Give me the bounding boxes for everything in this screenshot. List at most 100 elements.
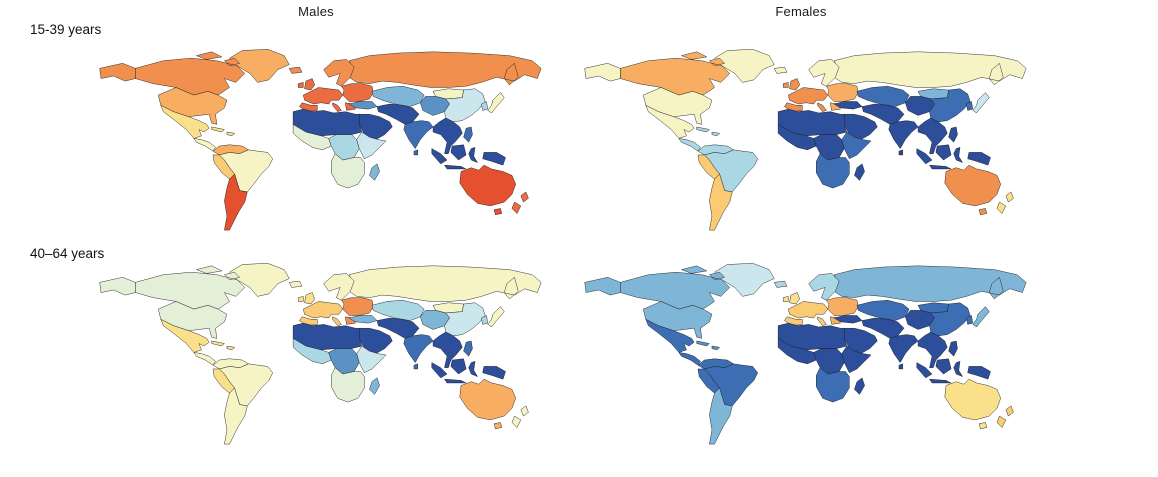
region-caribbean <box>696 340 720 351</box>
region-canada <box>135 265 245 310</box>
region-indonesia <box>916 144 963 170</box>
region-korea <box>481 101 488 111</box>
region-indonesia <box>431 358 478 384</box>
region-arabia <box>359 327 393 354</box>
region-canada <box>135 51 245 96</box>
region-greenland <box>714 49 775 83</box>
region-arabia <box>844 113 878 140</box>
region-indonesia <box>916 358 963 384</box>
region-central_america <box>678 352 701 366</box>
world-map-svg-males-40-64 <box>99 263 542 445</box>
region-caribbean <box>696 126 720 137</box>
region-papua <box>967 366 991 380</box>
region-russia <box>348 265 542 302</box>
region-greenland <box>229 263 290 297</box>
region-west_africa <box>777 124 817 151</box>
region-philippines <box>948 126 958 143</box>
region-china_east <box>444 88 486 123</box>
region-madagascar <box>369 163 380 181</box>
region-mexico <box>645 319 695 353</box>
region-philippines <box>948 340 958 357</box>
region-madagascar <box>854 377 865 395</box>
region-east_africa <box>356 345 387 374</box>
region-china_east <box>444 302 486 337</box>
region-caribbean <box>211 340 235 351</box>
region-greenland <box>714 263 775 297</box>
region-australia <box>459 378 516 430</box>
region-central_asia <box>371 85 425 107</box>
region-southern_africa <box>816 153 850 189</box>
region-uk <box>782 292 800 305</box>
region-caribbean <box>211 126 235 137</box>
region-scandinavia <box>323 273 355 301</box>
region-southeast_asia <box>917 331 948 368</box>
region-central_america <box>193 352 216 366</box>
region-new_zealand <box>996 191 1014 214</box>
region-central_asia <box>856 85 910 107</box>
region-iceland <box>774 66 788 74</box>
region-mexico <box>645 105 695 139</box>
region-philippines <box>463 126 473 143</box>
region-central_africa <box>813 134 845 161</box>
region-madagascar <box>369 377 380 395</box>
region-canada <box>620 265 730 310</box>
region-central_america <box>678 138 701 152</box>
region-alaska <box>99 277 136 296</box>
region-canada <box>620 51 730 96</box>
region-arabia <box>844 327 878 354</box>
region-australia <box>944 164 1001 216</box>
region-eastern_europe <box>826 83 859 111</box>
world-map-svg-males-15-39 <box>99 49 542 231</box>
region-new_zealand <box>511 191 529 214</box>
region-indonesia <box>431 144 478 170</box>
region-papua <box>482 152 506 166</box>
region-russia <box>348 51 542 88</box>
region-russia <box>833 265 1027 302</box>
region-west_africa <box>777 338 817 365</box>
region-mexico <box>160 105 210 139</box>
region-australia <box>944 378 1001 430</box>
region-southeast_asia <box>432 331 463 368</box>
region-india <box>403 120 434 156</box>
region-southern_africa <box>816 367 850 403</box>
region-alaska <box>584 277 621 296</box>
region-uk <box>782 78 800 91</box>
region-western_europe <box>299 301 343 326</box>
region-papua <box>967 152 991 166</box>
region-alaska <box>99 63 136 82</box>
world-map-svg-females-40-64 <box>584 263 1027 445</box>
region-madagascar <box>854 163 865 181</box>
region-iceland <box>289 66 303 74</box>
region-western_europe <box>784 301 828 326</box>
region-east_africa <box>841 345 872 374</box>
region-japan <box>487 306 505 328</box>
region-russia <box>833 51 1027 88</box>
region-west_africa <box>292 338 332 365</box>
region-papua <box>482 366 506 380</box>
region-southern_africa <box>331 153 365 189</box>
region-argentina_chile <box>709 173 733 231</box>
column-header-females: Females <box>775 4 827 19</box>
region-mexico <box>160 319 210 353</box>
region-western_europe <box>784 87 828 112</box>
region-alaska <box>584 63 621 82</box>
row-label-15-39-years: 15-39 years <box>30 22 102 37</box>
region-western_europe <box>299 87 343 112</box>
region-arabia <box>359 113 393 140</box>
row-label-40-64-years: 40–64 years <box>30 246 105 261</box>
world-map-svg-females-15-39 <box>584 49 1027 231</box>
region-korea <box>481 315 488 325</box>
region-argentina_chile <box>709 387 733 445</box>
region-china_east <box>929 88 971 123</box>
region-east_africa <box>356 131 387 160</box>
map-males-40-64-years <box>87 262 545 453</box>
region-southern_africa <box>331 367 365 403</box>
region-southeast_asia <box>432 117 463 154</box>
region-scandinavia <box>323 59 355 87</box>
region-japan <box>972 306 990 328</box>
map-males-15-39-years <box>87 48 545 239</box>
region-argentina_chile <box>224 173 248 231</box>
column-header-males: Males <box>298 4 334 19</box>
region-india <box>403 334 434 370</box>
region-india <box>888 334 919 370</box>
